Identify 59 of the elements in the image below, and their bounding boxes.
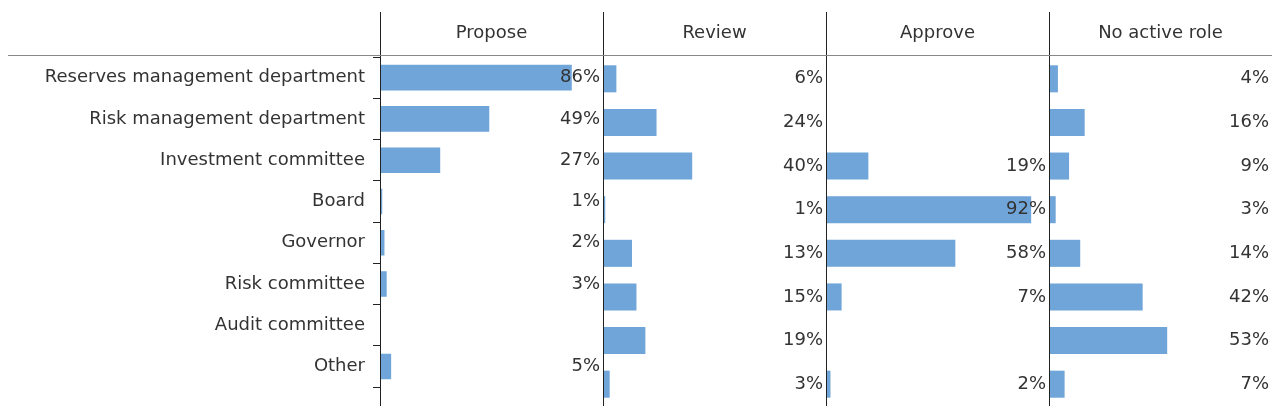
bar	[1049, 327, 1168, 355]
data-label: 3%	[571, 271, 600, 293]
y-tick-label: Audit committee	[214, 312, 365, 334]
bar	[603, 108, 657, 136]
bar	[1049, 152, 1070, 180]
data-label: 9%	[1240, 153, 1269, 175]
data-label: 27%	[559, 147, 600, 169]
y-tick-label: Other	[313, 354, 366, 376]
bar	[1049, 108, 1085, 136]
chart-title: No active role	[1098, 20, 1223, 42]
bar	[380, 271, 387, 297]
bar	[826, 283, 842, 311]
bar	[826, 239, 956, 267]
data-label: 6%	[794, 66, 823, 88]
bar	[603, 152, 693, 180]
bar	[603, 370, 610, 398]
y-tick-label: Board	[312, 189, 365, 211]
data-label: 2%	[571, 230, 600, 252]
data-label: 7%	[1240, 371, 1269, 393]
y-tick-label: Investment committee	[160, 147, 365, 169]
data-label: 2%	[1017, 371, 1046, 393]
chart-title: Review	[682, 20, 747, 42]
y-tick-label: Reserves management department	[44, 65, 365, 87]
data-label: 16%	[1228, 110, 1269, 132]
bar	[380, 106, 490, 132]
bar	[603, 327, 646, 355]
bar	[380, 147, 441, 173]
bar	[1049, 239, 1081, 267]
bar	[603, 239, 632, 267]
data-label: 24%	[782, 110, 823, 132]
bar	[603, 65, 617, 93]
bar	[1049, 65, 1058, 93]
data-label: 4%	[1240, 66, 1269, 88]
bar	[1049, 196, 1056, 224]
bar	[826, 152, 869, 180]
data-label: 1%	[571, 189, 600, 211]
data-label: 49%	[559, 106, 600, 128]
data-label: 1%	[794, 197, 823, 219]
data-label: 58%	[1005, 240, 1046, 262]
data-label: 40%	[782, 153, 823, 175]
data-label: 19%	[1005, 153, 1046, 175]
chart-title: Approve	[900, 20, 975, 42]
data-label: 53%	[1228, 328, 1269, 350]
data-label: 19%	[782, 328, 823, 350]
data-label: 7%	[1017, 284, 1046, 306]
bar	[603, 283, 637, 311]
y-tick-label: Governor	[281, 230, 366, 252]
data-label: 42%	[1228, 284, 1269, 306]
data-label: 5%	[571, 354, 600, 376]
bar	[1049, 283, 1143, 311]
data-label: 15%	[782, 284, 823, 306]
data-label: 14%	[1228, 240, 1269, 262]
data-label: 3%	[1240, 197, 1269, 219]
y-tick-label: Risk committee	[224, 271, 365, 293]
data-label: 3%	[794, 371, 823, 393]
y-tick-label: Risk management department	[89, 106, 365, 128]
bar	[1049, 370, 1065, 398]
data-label: 13%	[782, 240, 823, 262]
chart-title: Propose	[455, 20, 528, 42]
